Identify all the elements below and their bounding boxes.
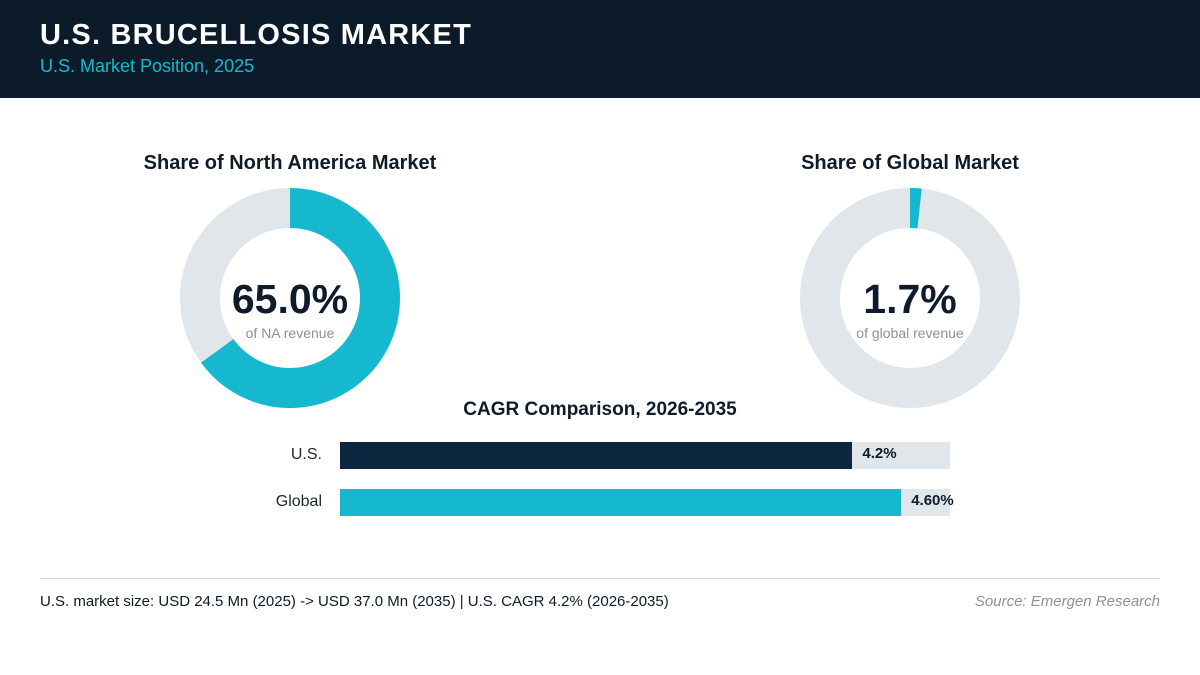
footer-divider [40,578,1160,579]
bar-label-us: U.S. [290,446,322,463]
na-share-donut [180,188,400,408]
donut-share-arc [201,188,400,408]
global-share-value: 1.7% [863,276,957,322]
bar-track-global [340,489,950,516]
donut-share-arc [909,188,922,229]
bar-track-us [340,442,950,469]
bar-us [340,442,853,469]
global-share-caption: of global revenue [856,325,964,341]
bar-label-global: Global [275,493,322,510]
global-share-title: Share of Global Market [801,152,1019,174]
na-share-caption: of NA revenue [245,325,335,341]
page-title: U.S. BRUCELLOSIS MARKET [40,19,472,51]
bar-value-global: 4.60% [911,492,954,509]
header-banner: U.S. BRUCELLOSIS MARKET U.S. Market Posi… [0,0,1200,98]
bar-global [340,489,902,516]
na-share-value: 65.0% [231,276,349,322]
market-size-note: U.S. market size: USD 24.5 Mn (2025) -> … [40,593,669,610]
cagr-chart-title: CAGR Comparison, 2026-2035 [463,399,737,420]
bar-value-us: 4.2% [862,445,897,462]
global-share-donut [800,188,1020,408]
na-share-title: Share of North America Market [143,152,437,174]
source-credit: Source: Emergen Research [974,593,1160,610]
page-subtitle: U.S. Market Position, 2025 [40,56,255,76]
